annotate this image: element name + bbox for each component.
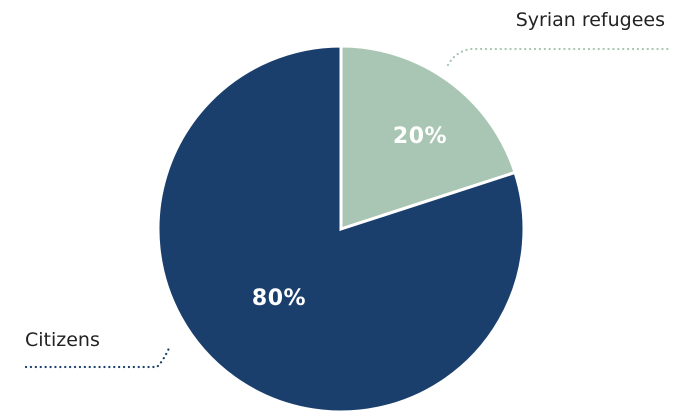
pie-slices (156, 44, 526, 411)
pie-slice-citizens (156, 44, 526, 411)
leader-line-citizens (24, 344, 172, 369)
pie-slice-syrian-refugees (339, 44, 517, 232)
leader-line-syrian-refugees (446, 47, 670, 67)
category-label-syrian-refugees: Syrian refugees (516, 9, 665, 31)
category-label-citizens: Citizens (25, 329, 100, 351)
slice-value-label-syrian-refugees: 20% (393, 124, 447, 149)
slice-value-label-citizens: 80% (252, 286, 306, 311)
callout-leader-lines (24, 47, 670, 369)
